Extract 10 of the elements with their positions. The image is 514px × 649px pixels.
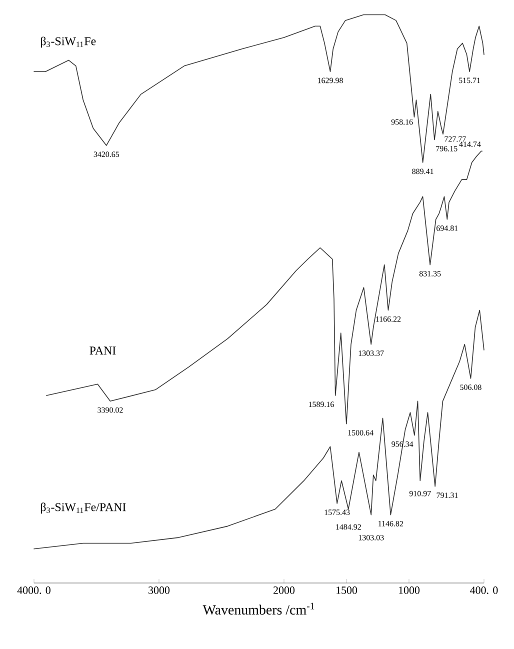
- x-tick-label: 3000: [148, 586, 170, 594]
- x-tick-label: 1500: [336, 586, 358, 594]
- text: β$_{3}$-SiW$_{11}$Fe/PANI: [40, 502, 126, 514]
- text: PANI: [90, 346, 116, 355]
- x-tick-label: 400. 0: [470, 586, 498, 594]
- x-axis-title: Wavenumbers /cm$^{-1}$: [202, 602, 314, 615]
- series-label: β$_{3}$-SiW$_{11}$Fe: [40, 36, 96, 48]
- x-tick-label: 4000. 0: [17, 586, 50, 594]
- x-tick-label: 1000: [399, 586, 420, 594]
- x-tick-label: 2000: [274, 586, 295, 594]
